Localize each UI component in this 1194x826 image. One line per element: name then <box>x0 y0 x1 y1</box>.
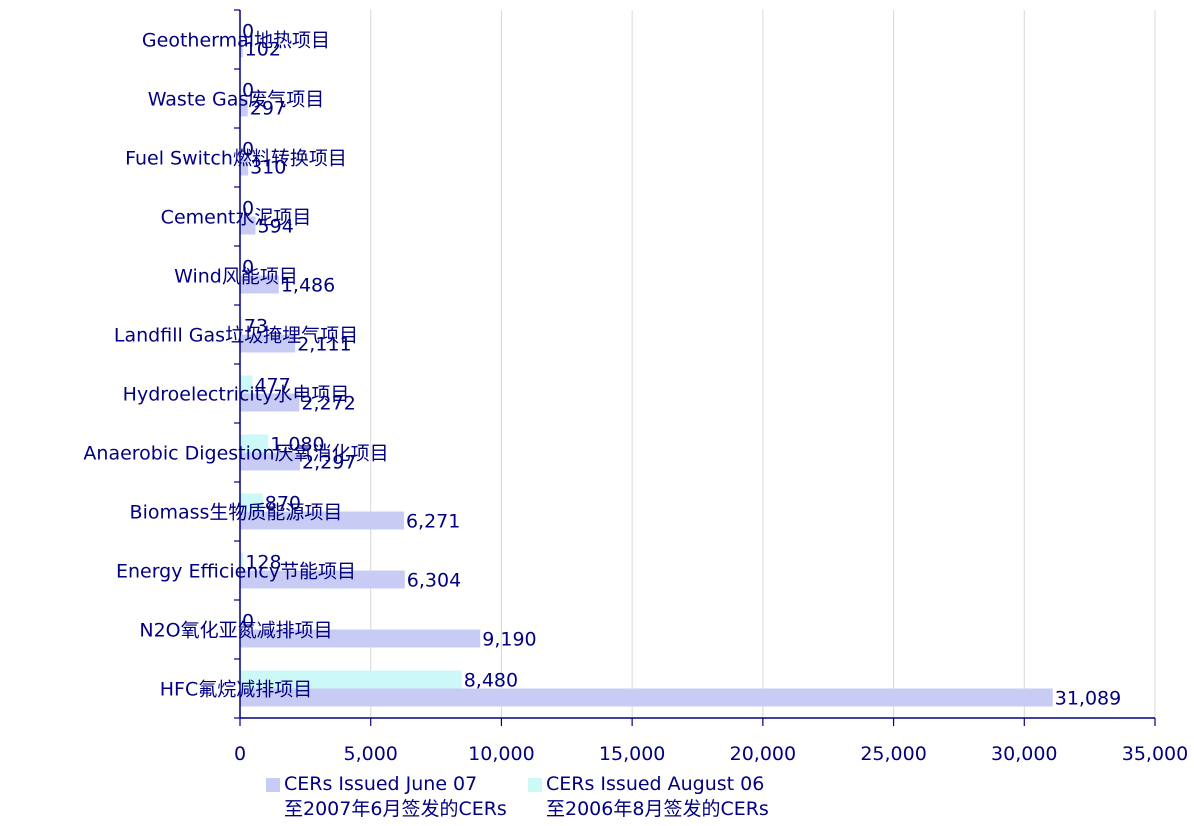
bar-june-07 <box>240 275 279 294</box>
data-label-june-07: 6,304 <box>407 570 461 592</box>
data-label-june-07: 102 <box>245 39 281 61</box>
legend-label-june-07-cn: 至2007年6月签发的CERs <box>284 798 507 820</box>
x-tick-label: 5,000 <box>344 743 398 765</box>
bar-june-07 <box>240 629 481 648</box>
x-tick-label: 25,000 <box>860 743 926 765</box>
data-label-june-07: 2,111 <box>297 334 351 356</box>
data-label-june-07: 6,271 <box>406 511 460 533</box>
bar-june-07 <box>240 511 404 530</box>
bar-june-07 <box>240 570 405 589</box>
data-label-june-07: 31,089 <box>1055 688 1121 710</box>
x-tick-label: 0 <box>234 743 246 765</box>
data-label-june-07: 310 <box>250 157 286 179</box>
data-label-june-07: 2,297 <box>302 452 356 474</box>
category-label: Hydroelectricity水电项目 <box>123 384 350 406</box>
data-label-august-06: 870 <box>265 493 301 515</box>
legend-swatch-june-07 <box>266 778 280 792</box>
bar-june-07 <box>240 393 300 412</box>
data-label-august-06: 0 <box>242 198 254 220</box>
bar-june-07 <box>240 157 249 176</box>
category-label: HFC氟烷减排项目 <box>160 679 312 701</box>
category-label: Cement水泥项目 <box>161 207 312 229</box>
legend-label-august-06: CERs Issued August 06 <box>546 773 765 795</box>
data-label-august-06: 73 <box>244 316 268 338</box>
category-label: Biomass生物质能源项目 <box>130 502 343 524</box>
data-label-june-07: 1,486 <box>281 275 335 297</box>
data-labels: 010202970310059401,486732,1114772,2721,0… <box>242 21 1121 710</box>
bar-august-06 <box>240 670 462 689</box>
category-label: Fuel Switch燃料转换项目 <box>125 148 347 170</box>
legend-label-june-07: CERs Issued June 07 <box>284 773 478 795</box>
legend: CERs Issued June 07 至2007年6月签发的CERs CERs… <box>266 772 866 826</box>
x-tick-label: 10,000 <box>468 743 534 765</box>
bar-june-07 <box>240 39 243 58</box>
data-label-august-06: 1,080 <box>270 434 324 456</box>
bar-august-06 <box>240 316 242 335</box>
axes <box>234 9 1156 726</box>
data-label-june-07: 2,272 <box>301 393 355 415</box>
category-label: Landfill Gas垃圾掩埋气项目 <box>114 325 358 347</box>
category-label: Geothermal地热项目 <box>142 30 330 52</box>
data-label-june-07: 594 <box>258 216 294 238</box>
x-tick-label: 30,000 <box>991 743 1057 765</box>
category-label: Anaerobic Digestion厌氧消化项目 <box>83 443 388 465</box>
gridlines <box>370 10 1156 718</box>
bar-august-06 <box>240 375 253 394</box>
bar-august-06 <box>240 552 244 571</box>
data-label-june-07: 297 <box>250 98 286 120</box>
data-label-august-06: 0 <box>242 257 254 279</box>
category-label: Energy Efficiency节能项目 <box>116 561 356 583</box>
bar-june-07 <box>240 452 301 471</box>
category-label: N2O氧化亚氮减排项目 <box>139 620 332 642</box>
x-tick-label: 15,000 <box>599 743 665 765</box>
data-label-august-06: 477 <box>254 375 290 397</box>
data-label-august-06: 0 <box>242 611 254 633</box>
legend-swatch-august-06 <box>528 778 542 792</box>
bar-august-06 <box>240 493 263 512</box>
data-label-august-06: 0 <box>242 80 254 102</box>
bar-june-07 <box>240 216 256 235</box>
bar-june-07 <box>240 98 248 117</box>
x-tick-label: 20,000 <box>730 743 796 765</box>
data-label-august-06: 8,480 <box>464 670 518 692</box>
category-label: Wind风能项目 <box>174 266 298 288</box>
data-label-august-06: 128 <box>245 552 281 574</box>
bars <box>240 39 1053 707</box>
bar-august-06 <box>240 434 269 453</box>
category-label: Waste Gas废气项目 <box>148 89 325 111</box>
bar-june-07 <box>240 334 296 353</box>
category-labels: Geothermal地热项目 Waste Gas废气项目 Fuel Switch燃料… <box>83 30 388 701</box>
data-label-august-06: 0 <box>242 21 254 43</box>
legend-label-august-06-cn: 至2006年8月签发的CERs <box>546 798 769 820</box>
x-tick-labels: 0 5,000 10,000 15,000 20,000 25,000 30,000 35,0… <box>234 743 1188 765</box>
data-label-august-06: 0 <box>242 139 254 161</box>
bar-june-07 <box>240 688 1053 707</box>
x-tick-label: 35,000 <box>1122 743 1188 765</box>
data-label-june-07: 9,190 <box>482 629 536 651</box>
